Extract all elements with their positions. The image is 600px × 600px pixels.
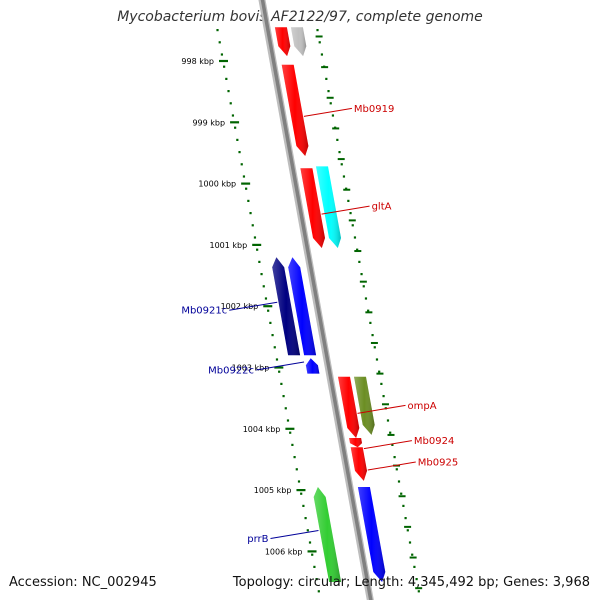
- gene-label[interactable]: Mb0919: [354, 104, 394, 115]
- gene-prrb[interactable]: [313, 487, 342, 582]
- gene-labels: Mb0919 gltA Mb0921c Mb0922c ompA Mb0924 Mb0925…: [181, 104, 458, 545]
- tick-marks: 998 kbp 999 kbp 1000 kbp 1001 kbp 1002 kbp 10…: [181, 35, 423, 590]
- gene-label-leader: [363, 440, 412, 450]
- gene-feature[interactable]: [290, 27, 307, 57]
- tick-label: 1001 kbp: [210, 241, 248, 250]
- tick-label: 1003 kbp: [232, 364, 270, 373]
- gene-label-leader: [303, 107, 352, 117]
- gene-label[interactable]: ompA: [408, 401, 437, 412]
- gene-mb0925[interactable]: [350, 447, 367, 481]
- gene-label-leader: [367, 461, 416, 471]
- tick-dot-rings: [216, 29, 420, 593]
- gene-mb0922c[interactable]: [305, 358, 320, 374]
- map-title: Mycobacterium bovis AF2122/97, complete …: [117, 9, 483, 25]
- gene-label-leader: [321, 205, 370, 215]
- gene-label[interactable]: Mb0921c: [181, 306, 227, 317]
- gene-label[interactable]: Mb0925: [418, 458, 458, 469]
- accession-text: Accession: NC_002945: [9, 575, 157, 590]
- tick-label: 998 kbp: [181, 57, 214, 66]
- backbone: [258, 0, 374, 600]
- gene-feature[interactable]: [274, 27, 291, 57]
- gene-label-leader: [270, 530, 319, 540]
- tick-label: 1005 kbp: [254, 486, 292, 495]
- gene-label-leader: [255, 361, 305, 371]
- gene-label[interactable]: prrB: [247, 534, 268, 545]
- gene-label[interactable]: gltA: [372, 202, 392, 213]
- tick-label: 1002 kbp: [221, 302, 259, 311]
- gene-label[interactable]: Mb0924: [414, 436, 454, 447]
- genome-summary-text: Topology: circular; Length: 4,345,492 bp…: [232, 575, 590, 590]
- gene-label[interactable]: Mb0922c: [208, 365, 254, 376]
- tick-label: 1006 kbp: [265, 547, 303, 556]
- gene-label-leader: [357, 404, 406, 414]
- tick-label: 1004 kbp: [243, 425, 281, 434]
- tick-label: 1000 kbp: [198, 180, 236, 189]
- gene-mb0924[interactable]: [349, 438, 362, 448]
- gene-label-leader: [229, 301, 278, 311]
- tick-label: 999 kbp: [192, 118, 225, 127]
